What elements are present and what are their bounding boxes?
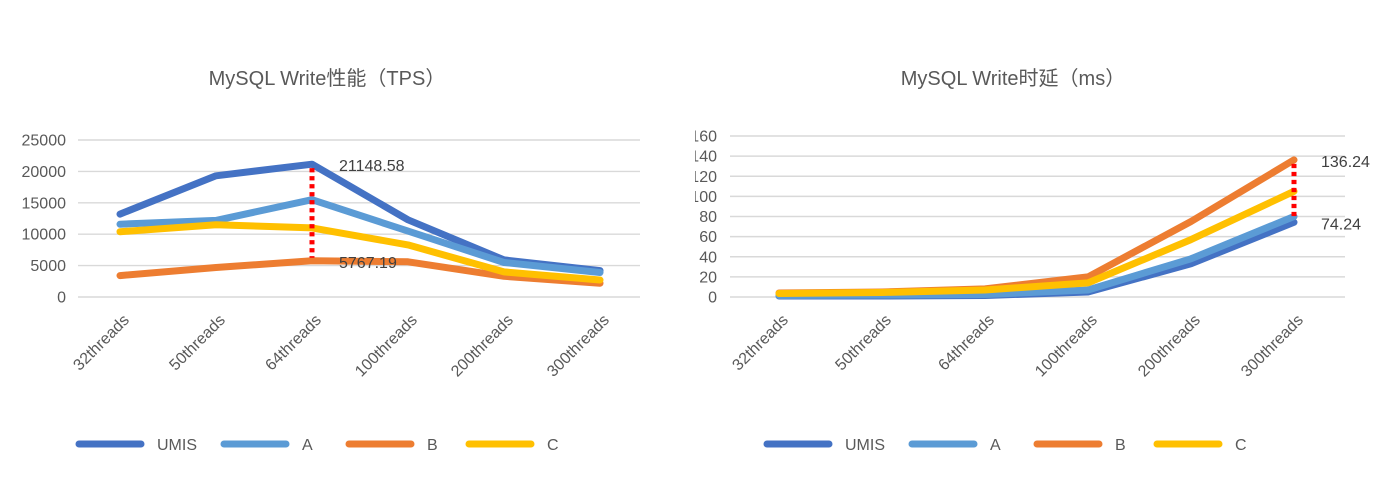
legend-label-a: A [302, 437, 313, 454]
tps-line-chart: MySQL Write性能（TPS） 0 5000 10000 15000 20000 2… [22, 67, 640, 454]
chart-title: MySQL Write时延（ms） [901, 67, 1125, 90]
legend-label-umis: UMIS [157, 437, 197, 454]
x-axis-tick-label: 50threads [166, 312, 228, 374]
y-axis-tick-label: 25000 [22, 133, 67, 150]
legend-label-c: C [547, 437, 559, 454]
y-axis-tick-label: 160 [695, 129, 717, 146]
x-axis-tick-label: 300threads [1238, 312, 1307, 381]
data-label: 74.24 [1321, 216, 1361, 233]
legend-label-umis: UMIS [845, 437, 885, 454]
legend-label-b: B [1115, 437, 1126, 454]
series-line-c [116, 221, 604, 284]
x-axis-tick-label: 100threads [352, 312, 421, 381]
x-axis-tick-label: 64threads [262, 312, 324, 374]
latency-line-chart-svg: MySQL Write时延（ms） 0 20 40 60 80 100 120 140 160 3… [695, 67, 1370, 455]
x-axis-tick-label: 32threads [729, 312, 791, 374]
x-axis-tick-label: 50threads [832, 312, 894, 374]
latency-line-chart: MySQL Write时延（ms） 0 20 40 60 80 100 120 140 160 3… [695, 0, 1390, 477]
data-label: 136.24 [1321, 154, 1370, 171]
data-label: 21148.58 [339, 158, 405, 175]
x-axis-tick-label: 200threads [1135, 312, 1204, 381]
y-axis-tick-label: 0 [57, 290, 66, 307]
y-axis-tick-label: 15000 [22, 195, 67, 212]
legend-label-c: C [1235, 437, 1247, 454]
x-axis-tick-label: 32threads [70, 312, 132, 374]
legend-label-b: B [427, 437, 438, 454]
chart-title: MySQL Write性能（TPS） [209, 67, 446, 90]
series-line-b [116, 257, 604, 287]
y-axis-tick-label: 140 [695, 149, 717, 166]
y-axis-tick-label: 10000 [22, 227, 67, 244]
y-axis-tick-label: 120 [695, 169, 717, 186]
data-label: 5767.19 [339, 255, 397, 272]
series-line-c [775, 187, 1298, 297]
y-axis-tick-label: 60 [699, 229, 717, 246]
plot-area: 0 5000 10000 15000 20000 25000 32threads 50thre… [22, 133, 640, 454]
x-axis-tick-label: 100threads [1032, 312, 1101, 381]
y-axis-tick-label: 20000 [22, 164, 67, 181]
y-axis-tick-label: 80 [699, 209, 717, 226]
y-axis-tick-label: 100 [695, 189, 717, 206]
y-axis-tick-label: 0 [708, 290, 717, 307]
tps-line-chart-svg: MySQL Write性能（TPS） 0 5000 10000 15000 20000 2… [22, 67, 640, 454]
x-axis-tick-label: 300threads [544, 312, 613, 381]
x-axis-tick-label: 64threads [935, 312, 997, 374]
y-axis-tick-label: 20 [699, 269, 717, 286]
y-axis-tick-label: 5000 [30, 258, 66, 275]
series-line-a [116, 196, 604, 276]
x-axis-tick-label: 200threads [448, 312, 517, 381]
plot-area: 0 20 40 60 80 100 120 140 160 32threads 50threads 6… [695, 129, 1370, 455]
y-axis-tick-label: 40 [699, 249, 717, 266]
legend-label-a: A [990, 437, 1001, 454]
